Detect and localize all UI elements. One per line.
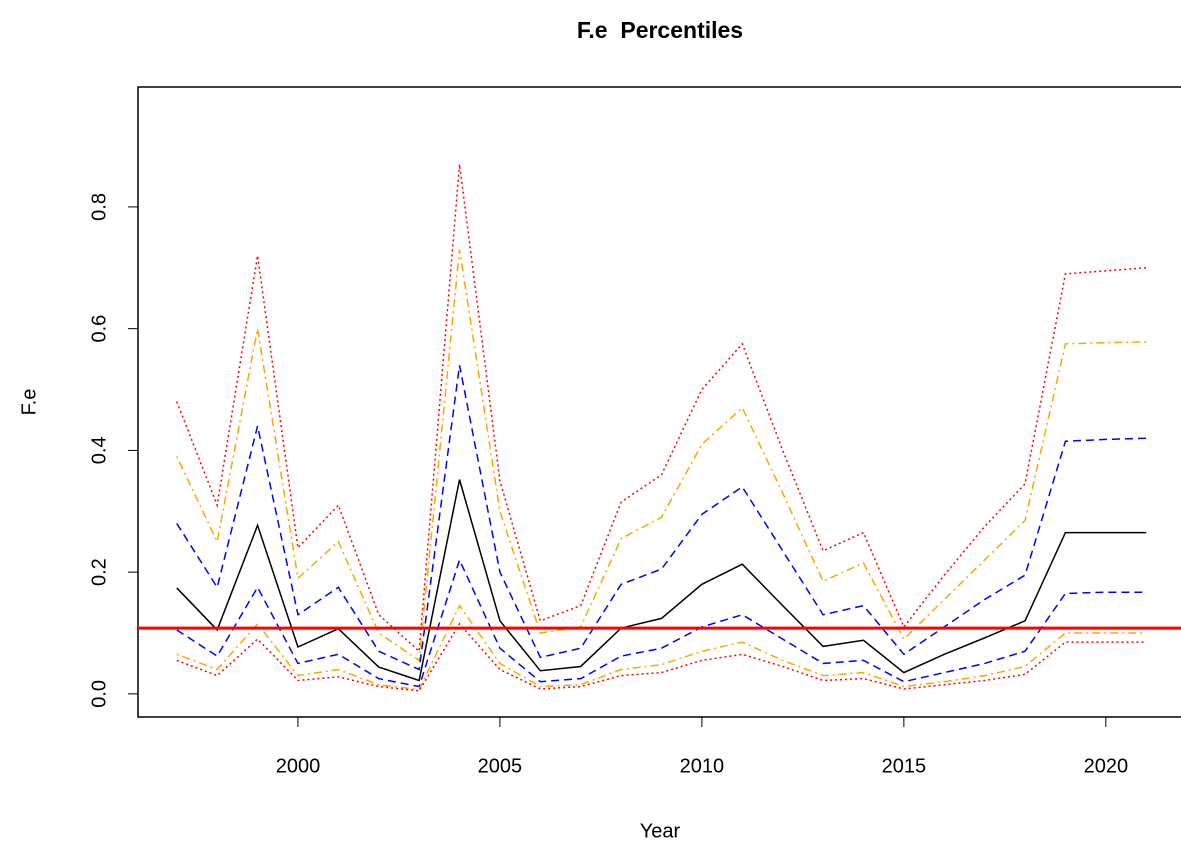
y-axis-label: F.e: [18, 389, 40, 416]
plot-frame: [137, 86, 1181, 718]
chart-title: F.e Percentiles: [577, 17, 743, 43]
y-tick-label: 0.0: [88, 680, 110, 708]
series-line: [176, 622, 1147, 692]
y-tick-label: 0.2: [88, 558, 110, 586]
x-tick-label: 2020: [1084, 755, 1129, 777]
x-tick-label: 2015: [882, 755, 927, 777]
x-tick-label: 2010: [680, 755, 725, 777]
series-line: [176, 249, 1147, 662]
x-axis-label: Year: [640, 820, 681, 842]
series-line: [176, 604, 1147, 691]
x-tick-label: 2005: [478, 755, 523, 777]
series-line: [176, 557, 1147, 688]
y-tick-label: 0.4: [88, 436, 110, 464]
y-tick-label: 0.8: [88, 193, 110, 221]
y-tick-label: 0.6: [88, 315, 110, 343]
series-line: [176, 164, 1147, 653]
series-line: [176, 365, 1147, 671]
x-tick-label: 2000: [276, 755, 321, 777]
